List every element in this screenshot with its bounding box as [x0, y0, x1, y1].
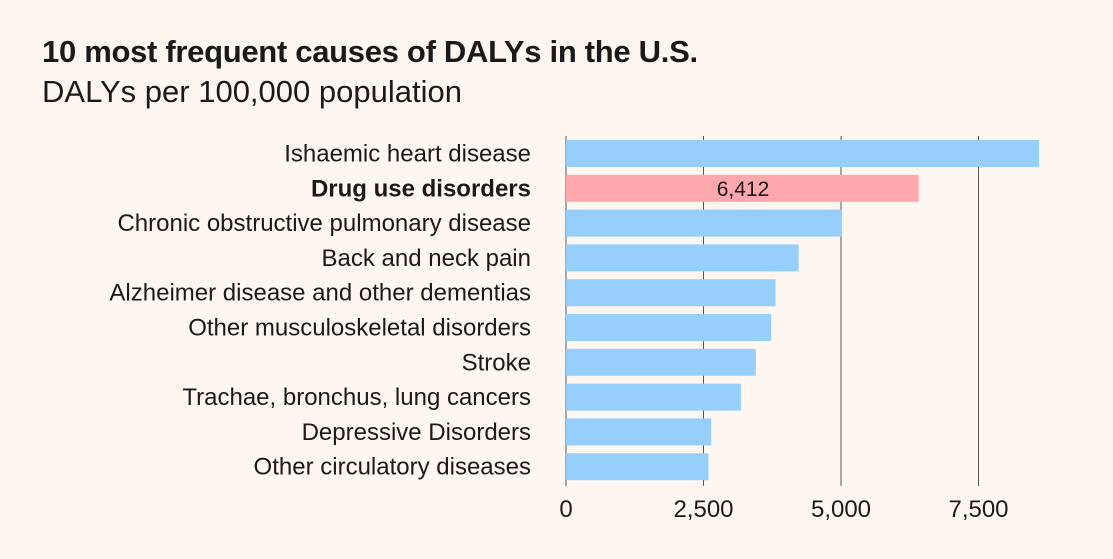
category-label: Chronic obstructive pulmonary disease: [117, 210, 531, 237]
bars: 6,412: [566, 140, 1039, 481]
x-tick-label: 2,500: [673, 496, 733, 523]
data-label: 6,412: [717, 178, 770, 201]
bar-highlight: [566, 174, 919, 202]
chart-title: 10 most frequent causes of DALYs in the …: [42, 34, 698, 69]
category-label: Stroke: [462, 349, 531, 376]
x-axis-ticks: 0 2,500 5,000 7,500: [559, 496, 1008, 523]
bar: [566, 244, 799, 272]
bar: [566, 314, 772, 341]
bar: [566, 348, 756, 376]
category-label: Depressive Disorders: [302, 419, 531, 446]
category-labels: Ishaemic heart disease Drug use disorders…: [109, 141, 531, 481]
category-label: Ishaemic heart disease: [284, 141, 531, 168]
chart-subtitle: DALYs per 100,000 population: [42, 74, 462, 109]
x-tick-label: 0: [559, 496, 572, 523]
bar: [566, 279, 776, 307]
category-label: Back and neck pain: [322, 245, 531, 272]
category-label: Other circulatory diseases: [254, 454, 531, 481]
x-tick-label: 5,000: [811, 496, 871, 523]
x-tick-label: 7,500: [948, 496, 1008, 523]
category-label: Drug use disorders: [311, 175, 531, 202]
bar: [566, 418, 712, 446]
category-label: Alzheimer disease and other dementias: [109, 280, 531, 307]
category-label: Other musculoskeletal disorders: [188, 315, 531, 342]
bar: [566, 209, 843, 237]
bar: [566, 453, 709, 481]
category-label: Trachae, bronchus, lung cancers: [182, 384, 531, 411]
bar: [566, 140, 1039, 167]
bar: [566, 383, 741, 411]
